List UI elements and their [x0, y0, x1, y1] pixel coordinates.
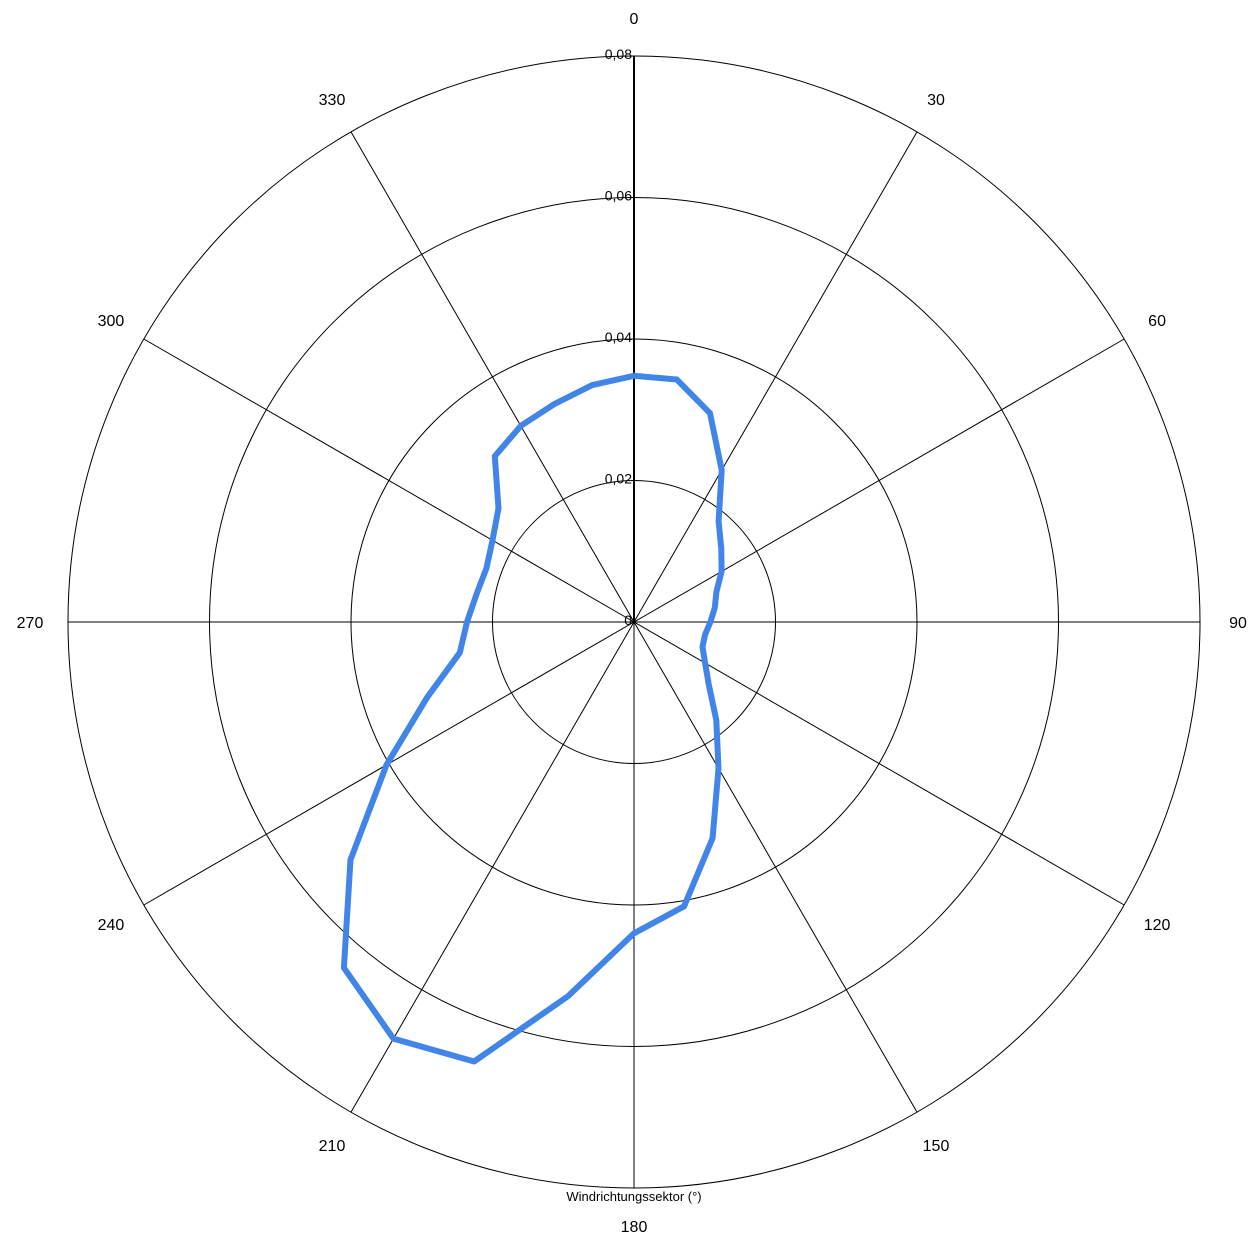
- grid-spoke-1: [633, 131, 918, 623]
- data-point-28: [474, 591, 480, 597]
- data-point-7: [713, 589, 719, 595]
- data-point-24: [383, 762, 389, 768]
- data-point-10: [702, 632, 708, 638]
- data-point-12: [702, 660, 708, 666]
- data-point-4: [716, 518, 722, 524]
- data-point-30: [489, 537, 495, 543]
- series-line-0: [340, 372, 725, 1065]
- angle-tick-label-2: 60: [1148, 313, 1166, 330]
- angle-tick-label-5: 150: [923, 1138, 950, 1155]
- angle-tick-labels: 0 30 60 90 120 150 180 210 240 270 300 330: [17, 11, 1247, 1236]
- data-point-31: [496, 505, 502, 511]
- data-point-6: [719, 568, 725, 574]
- data-point-35: [589, 382, 595, 388]
- data-point-19: [565, 993, 571, 999]
- data-point-17: [681, 903, 687, 909]
- grid-spoke-7: [350, 621, 635, 1113]
- data-point-0: [631, 373, 637, 379]
- data-point-14: [713, 717, 719, 723]
- grid-spoke-5: [633, 621, 918, 1113]
- angle-tick-label-10: 300: [98, 313, 125, 330]
- data-point-25: [424, 694, 430, 700]
- radial-tick-labels: 0 0,02 0,04 0,06 0,08: [605, 46, 632, 628]
- angle-tick-label-8: 240: [98, 917, 125, 934]
- data-point-23: [348, 857, 354, 863]
- angle-tick-label-7: 210: [319, 1138, 346, 1155]
- data-point-9: [707, 619, 713, 625]
- grid-spoke-2: [633, 338, 1125, 623]
- angle-tick-label-11: 330: [319, 92, 346, 109]
- radial-tick-label-1: 0,02: [605, 471, 632, 487]
- data-point-21: [390, 1036, 396, 1042]
- x-axis-title: Windrichtungssektor (°): [566, 1189, 701, 1204]
- radial-tick-label-2: 0,04: [605, 329, 632, 345]
- data-point-20: [471, 1058, 477, 1064]
- grid-spoke-10: [143, 338, 635, 623]
- series-layer: [340, 372, 725, 1065]
- data-point-22: [341, 965, 347, 971]
- grid-spoke-4: [633, 621, 1125, 906]
- grid-spoke-11: [350, 131, 635, 623]
- data-point-34: [552, 401, 558, 407]
- data-point-11: [699, 644, 705, 650]
- data-point-15: [716, 765, 722, 771]
- data-point-13: [706, 682, 712, 688]
- data-point-26: [457, 650, 463, 656]
- radial-tick-label-0: 0: [624, 612, 632, 628]
- data-point-2: [707, 410, 713, 416]
- angle-tick-label-9: 270: [17, 615, 44, 632]
- data-point-16: [710, 835, 716, 841]
- angle-tick-label-1: 30: [927, 92, 945, 109]
- data-point-32: [492, 453, 498, 459]
- angle-tick-label-4: 120: [1144, 917, 1171, 934]
- grid-spokes: [68, 56, 1200, 1188]
- data-point-1: [674, 377, 680, 383]
- data-point-18: [631, 930, 637, 936]
- data-point-33: [518, 423, 524, 429]
- radial-tick-label-3: 0,06: [605, 188, 632, 204]
- angle-tick-label-6: 180: [621, 1219, 648, 1236]
- data-point-29: [483, 565, 489, 571]
- data-point-8: [712, 605, 718, 611]
- data-point-3: [719, 467, 725, 473]
- angle-tick-label-3: 90: [1229, 615, 1247, 632]
- data-point-5: [718, 546, 724, 552]
- data-point-27: [464, 619, 470, 625]
- radial-tick-label-4: 0,08: [605, 46, 632, 62]
- angle-tick-label-0: 0: [630, 11, 639, 28]
